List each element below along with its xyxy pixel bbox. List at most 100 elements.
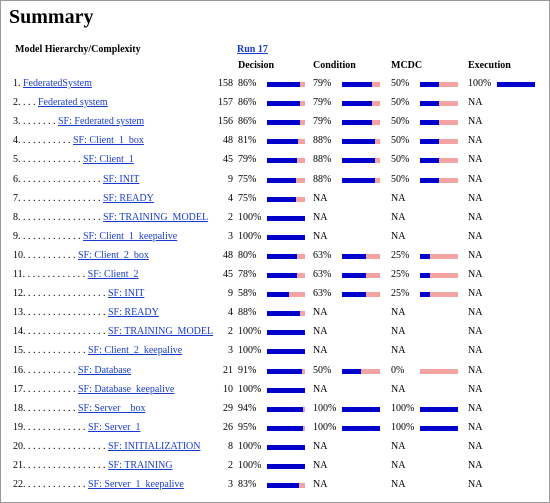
coverage-bar [267, 483, 299, 489]
row-label: 6. . . . . . . . . . . . . . . . . SF: I… [13, 174, 139, 186]
mcdc-percent: 50% [391, 78, 410, 89]
row-number: 15. [13, 345, 26, 357]
complexity: 48 [223, 135, 233, 147]
coverage-bar [342, 101, 373, 107]
coverage-bar [497, 82, 535, 87]
col-header: MCDC [391, 60, 423, 71]
row-label: 14. . . . . . . . . . . . . . . . . SF: … [13, 326, 213, 338]
decision-percent: 86% [238, 78, 257, 89]
bar-track [342, 292, 380, 298]
bar-track [267, 444, 305, 450]
model-link[interactable]: SF: INITIALIZATION [108, 440, 201, 452]
coverage-bar [267, 406, 303, 412]
bar-track [420, 101, 458, 107]
complexity: 10 [223, 383, 233, 395]
mcdc-na: NA [391, 230, 406, 242]
bar-track [342, 368, 380, 374]
model-link[interactable]: SF: Server__box [78, 402, 146, 414]
coverage-bar [267, 196, 296, 202]
execution-na: NA [468, 460, 483, 471]
bar-track [267, 273, 305, 278]
execution-na: NA [468, 192, 483, 204]
row-number: 19. [13, 421, 26, 433]
mcdc-na: NA [391, 460, 406, 471]
complexity: 26 [223, 421, 233, 433]
row-number: 12. [13, 288, 26, 300]
mcdc-percent: 50% [391, 97, 410, 109]
row-dots: . . . . . . . . . . . . . . . . [23, 192, 101, 204]
coverage-bar [267, 234, 305, 240]
condition-na: NA [313, 440, 328, 452]
model-link[interactable]: SF: Client_2_box [78, 249, 149, 261]
row-number: 17. [13, 383, 26, 395]
model-link[interactable]: FederatedSystem [23, 78, 92, 89]
model-link[interactable]: SF: Client_2 [87, 269, 139, 280]
mcdc-percent: 100% [391, 402, 415, 414]
model-link[interactable]: SF: Server_1_keepalive [88, 479, 184, 491]
bar-track [420, 158, 458, 164]
model-link[interactable]: SF: INIT [108, 288, 145, 300]
coverage-bar [267, 120, 300, 126]
coverage-bar [267, 330, 305, 336]
model-link[interactable]: SF: Client_1 [83, 154, 134, 166]
coverage-bar [342, 120, 373, 126]
execution-na: NA [468, 326, 483, 338]
bar-track [267, 406, 305, 412]
execution-na: NA [468, 479, 483, 491]
execution-na: NA [468, 211, 483, 223]
decision-percent: 100% [238, 345, 262, 357]
bar-track [342, 253, 380, 259]
row-dots: . . . . . . . . . . . . . . . . [28, 460, 106, 471]
execution-na: NA [468, 97, 483, 109]
row-dots: . . . . . . . . . . [23, 135, 71, 147]
model-link[interactable]: SF: Client_1_keepalive [83, 230, 178, 242]
execution-na: NA [468, 421, 483, 433]
model-link[interactable]: SF: TRAINING [108, 460, 173, 471]
mcdc-na: NA [391, 192, 406, 204]
model-link[interactable]: SF: Database_keepalive [78, 383, 175, 395]
col-header: Condition [313, 60, 356, 71]
condition-percent: 88% [313, 154, 332, 166]
decision-percent: 100% [238, 460, 262, 471]
row-number: 1. [13, 78, 21, 89]
row-label: 9. . . . . . . . . . . . . SF: Client_1_… [13, 231, 177, 243]
model-link[interactable]: SF: Federated system [58, 116, 145, 128]
complexity: 3 [228, 230, 233, 242]
condition-na: NA [313, 383, 328, 395]
row-number: 3. [13, 116, 21, 128]
row-label: 5. . . . . . . . . . . . . SF: Client_1 [13, 154, 134, 166]
bar-track [267, 158, 305, 164]
bar-track [420, 368, 458, 374]
col-header: Model Hierarchy/Complexity [15, 44, 141, 55]
bar-track [497, 82, 535, 87]
row-dots: . . . . . . . . . . [28, 364, 76, 376]
model-link[interactable]: Federated system [38, 97, 108, 109]
execution-na: NA [468, 269, 483, 280]
condition-percent: 63% [313, 249, 332, 261]
coverage-bar [420, 101, 439, 107]
model-link[interactable]: SF: READY [103, 192, 154, 204]
model-link[interactable]: SF: TRAINING_MODEL [108, 326, 214, 338]
bar-track [267, 253, 305, 259]
model-link[interactable]: SF: Database [78, 364, 132, 376]
decision-percent: 75% [238, 192, 257, 204]
decision-percent: 100% [238, 383, 262, 395]
model-link[interactable]: SF: Client_2_keepalive [88, 345, 183, 357]
run-link[interactable]: Run 17 [237, 44, 268, 55]
condition-na: NA [313, 230, 328, 242]
model-link[interactable]: SF: INIT [103, 173, 140, 185]
bar-track [267, 82, 305, 87]
model-link[interactable]: SF: Server_1 [88, 421, 141, 433]
bar-track [420, 177, 458, 183]
coverage-bar [420, 253, 430, 259]
model-link[interactable]: SF: READY [108, 307, 159, 319]
coverage-bar [267, 253, 298, 259]
model-link[interactable]: SF: Client_1_box [73, 135, 144, 147]
execution-na: NA [468, 364, 483, 376]
row-number: 14. [13, 326, 26, 338]
model-link[interactable]: SF: TRAINING_MODEL [103, 211, 209, 223]
decision-percent: 58% [238, 288, 257, 300]
bar-track [267, 292, 305, 298]
row-label: 2. . . . Federated system [13, 97, 108, 109]
condition-na: NA [313, 307, 328, 319]
